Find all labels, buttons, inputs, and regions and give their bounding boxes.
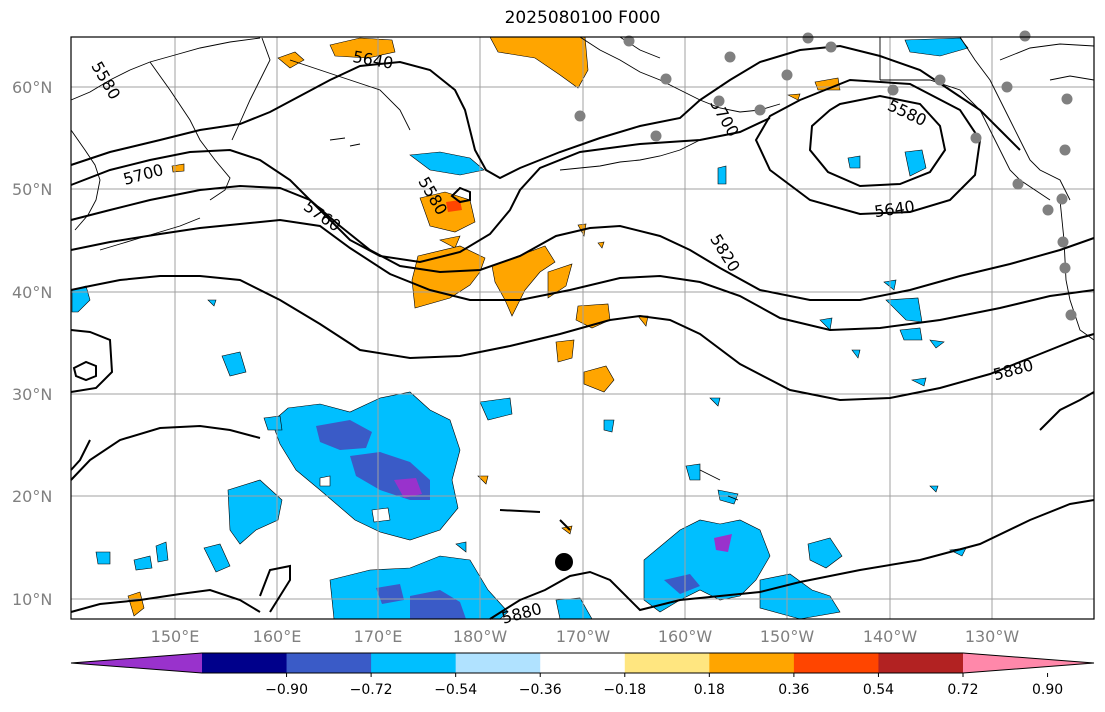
map-frame (70, 36, 1095, 620)
station-marker (754, 104, 766, 116)
lon-label: 170°W (556, 627, 611, 646)
lon-label: 180°W (453, 627, 508, 646)
station-marker (1042, 204, 1054, 216)
colorbar-tick-label: −0.90 (265, 682, 308, 698)
station-marker (781, 69, 793, 81)
colorbar-segment (455, 653, 541, 673)
height-contours (70, 44, 1095, 620)
station-marker (724, 51, 736, 63)
station-marker (1001, 81, 1013, 93)
station-marker (1057, 236, 1069, 248)
colorbar-segment (202, 653, 288, 673)
station-marker (1065, 309, 1077, 321)
colorbar-tick-label: 0.90 (1032, 682, 1063, 698)
station-marker (1056, 193, 1068, 205)
lon-label: 160°W (658, 627, 713, 646)
lat-label: 30°N (12, 385, 52, 404)
colorbar-tick-label: 0.36 (778, 682, 809, 698)
colorbar-segment (709, 653, 795, 673)
station-marker (623, 35, 635, 47)
colorbar-segment (371, 653, 457, 673)
station-marker (574, 110, 586, 122)
colorbar-extend-max (963, 653, 1094, 673)
lat-label: 20°N (12, 487, 52, 506)
map-title: 2025080100 F000 (504, 8, 661, 28)
colorbar-segment (793, 653, 879, 673)
colorbar-segment (540, 653, 626, 673)
lon-label: 140°W (863, 627, 918, 646)
station-marker (1012, 178, 1024, 190)
colorbar-tick-label: −0.54 (434, 682, 477, 698)
colorbar-tick-label: 0.54 (863, 682, 894, 698)
station-marker (1059, 144, 1071, 156)
lon-label: 160°E (253, 627, 302, 646)
lon-label: 170°E (354, 627, 403, 646)
colorbar-outline (70, 652, 1095, 674)
colorbar-segment (624, 653, 710, 673)
lon-label: 130°W (965, 627, 1020, 646)
station-marker (650, 130, 662, 142)
colorbar-tick-label: −0.18 (603, 682, 646, 698)
station-marker (802, 32, 814, 44)
colorbar-extend-min (71, 653, 202, 673)
colorbar-tick-label: −0.72 (350, 682, 393, 698)
station-marker (934, 74, 946, 86)
lat-label: 60°N (12, 78, 52, 97)
station-marker (1019, 30, 1031, 42)
colorbar-tick-label: 0.18 (694, 682, 725, 698)
colorbar: −0.90 −0.72 −0.54 −0.36 −0.18 0.18 0.36 0.54 0.7… (70, 652, 1095, 698)
lon-label: 150°E (151, 627, 200, 646)
latitude-labels: 60°N 50°N 40°N 30°N 20°N 10°N (12, 78, 52, 609)
station-marker (887, 84, 899, 96)
station-marker (1059, 262, 1071, 274)
colorbar-segment (878, 653, 964, 673)
longitude-labels: 150°E 160°E 170°E 180°W 170°W 160°W 150°… (151, 627, 1020, 646)
colorbar-segment (286, 653, 372, 673)
lon-label: 150°W (760, 627, 815, 646)
colorbar-tick-label: 0.72 (947, 682, 978, 698)
lat-label: 50°N (12, 180, 52, 199)
station-markers (574, 30, 1077, 321)
station-marker (825, 41, 837, 53)
lat-label: 40°N (12, 283, 52, 302)
station-marker (970, 132, 982, 144)
storm-center-marker (555, 553, 573, 571)
lat-label: 10°N (12, 590, 52, 609)
station-marker (660, 73, 672, 85)
colorbar-tick-label: −0.36 (519, 682, 562, 698)
station-marker (1061, 93, 1073, 105)
station-marker (713, 95, 725, 107)
